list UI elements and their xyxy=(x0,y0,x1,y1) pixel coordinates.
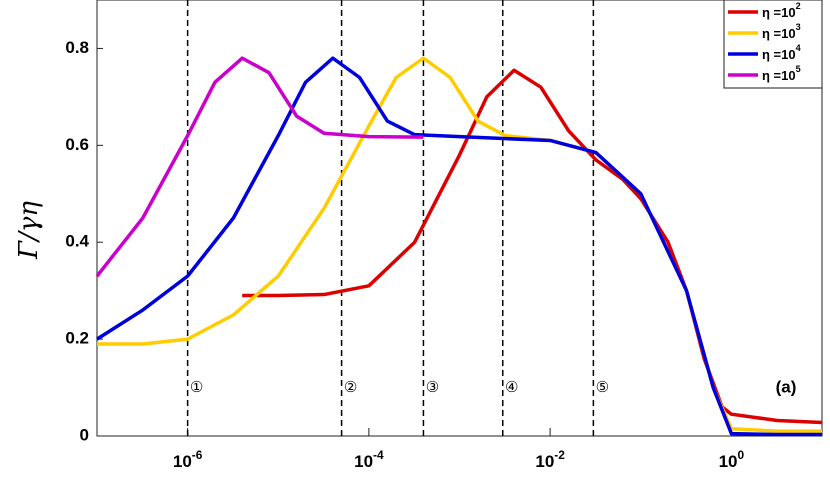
series-line xyxy=(95,56,424,278)
legend-label: η =105 xyxy=(762,64,801,83)
y-tick-label: 0.4 xyxy=(65,232,89,251)
legend-label: η =102 xyxy=(762,1,801,20)
series-line xyxy=(97,56,822,433)
annotation: (a) xyxy=(776,377,797,396)
x-tick-label: 10-2 xyxy=(535,448,565,471)
y-axis-label: Γ/γη xyxy=(14,201,44,260)
reference-label: ④ xyxy=(505,378,518,396)
x-tick-label: 100 xyxy=(719,448,745,471)
reference-label: ⑤ xyxy=(596,378,609,396)
y-tick-label: 0.6 xyxy=(65,135,89,154)
reference-label: ① xyxy=(190,378,203,396)
y-tick-label: 0.2 xyxy=(65,329,89,348)
reference-label: ③ xyxy=(426,378,439,396)
plot-frame xyxy=(96,0,823,437)
x-tick-label: 10-6 xyxy=(173,448,203,471)
reference-label: ② xyxy=(344,378,357,396)
y-tick-label: 0.8 xyxy=(65,38,89,57)
y-tick-label: 0 xyxy=(80,425,89,444)
x-tick-label: 10-4 xyxy=(354,448,384,471)
series-line xyxy=(96,56,822,437)
series-line xyxy=(242,68,823,425)
legend-label: η =104 xyxy=(762,43,802,62)
legend-label: η =103 xyxy=(762,22,801,41)
